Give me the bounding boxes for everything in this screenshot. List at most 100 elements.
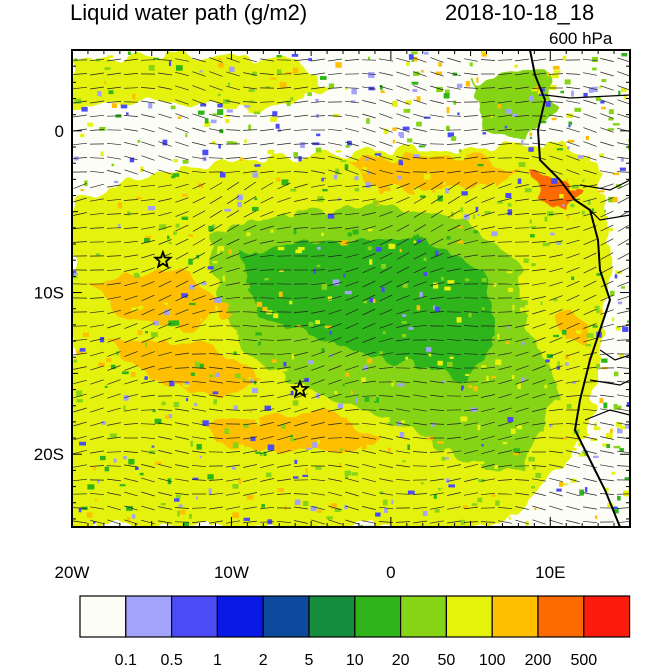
lwp-speck (153, 57, 159, 60)
lwp-speck (181, 369, 189, 374)
lwp-speck (310, 506, 317, 512)
wind-vector (89, 170, 105, 174)
wind-vector (175, 252, 189, 260)
colorbar-label: 2 (259, 652, 268, 667)
lwp-speck (202, 149, 209, 156)
wind-vector (276, 493, 292, 495)
wind-vector (73, 100, 87, 104)
lwp-speck (345, 87, 348, 90)
wind-vector (600, 183, 614, 189)
lwp-speck (601, 106, 606, 110)
lwp-speck (446, 107, 450, 113)
lwp-speck (351, 88, 357, 95)
lwp-speck (568, 121, 573, 125)
wind-vector (617, 224, 630, 232)
lwp-speck (418, 145, 426, 148)
wind-vector (259, 114, 275, 118)
wind-vector (244, 181, 256, 191)
lwp-speck (623, 490, 630, 497)
lwp-speck (477, 213, 480, 216)
wind-vector (141, 169, 155, 175)
lwp-speck (116, 351, 119, 356)
lwp-speck (300, 142, 305, 148)
lwp-speck (571, 90, 574, 97)
wind-vector (259, 101, 275, 103)
wind-vector (260, 394, 274, 398)
wind-vector (242, 283, 258, 285)
wind-vector (90, 324, 104, 328)
wind-vector (600, 252, 614, 260)
wind-vector (396, 394, 410, 398)
lwp-speck (475, 206, 479, 212)
lwp-speck (508, 516, 511, 520)
lwp-speck (351, 472, 358, 476)
wind-vector (209, 281, 223, 287)
colorbar-swatch (308, 595, 356, 638)
lwp-speck (116, 339, 119, 346)
lwp-speck (616, 405, 622, 409)
wind-vector (396, 71, 410, 77)
lwp-speck (547, 287, 553, 291)
wind-vector (226, 464, 240, 468)
wind-vector (73, 421, 87, 427)
lwp-speck (289, 300, 293, 305)
wind-vector (293, 493, 309, 495)
lwp-speck (463, 214, 470, 220)
wind-vector (276, 156, 292, 160)
lwp-speck (383, 128, 389, 134)
lwp-speck (392, 139, 396, 144)
lwp-speck (617, 428, 623, 434)
wind-vector (362, 436, 376, 440)
lwp-speck (106, 495, 110, 502)
lwp-speck (317, 439, 320, 444)
lwp-speck (356, 423, 361, 426)
lwp-speck (128, 458, 135, 465)
wind-vector (497, 241, 513, 243)
lwp-speck (160, 503, 166, 506)
lwp-speck (190, 440, 193, 447)
wind-vector (430, 267, 444, 273)
lwp-speck (248, 377, 252, 380)
lwp-speck (507, 287, 514, 293)
wind-vector (446, 325, 462, 327)
lwp-speck (224, 273, 230, 278)
lwp-speck (566, 403, 572, 409)
wind-vector (141, 365, 155, 371)
lwp-speck (402, 126, 410, 131)
wind-vector (293, 311, 309, 313)
wind-vector (583, 478, 597, 482)
wind-vector (328, 379, 342, 385)
lwp-speck (96, 522, 103, 527)
lwp-speck (113, 458, 117, 463)
wind-vector (498, 464, 512, 468)
wind-vector (277, 226, 291, 230)
wind-vector (345, 169, 359, 175)
lwp-speck (593, 455, 599, 458)
lwp-speck (139, 472, 144, 476)
wind-vector (413, 210, 427, 218)
wind-vector (617, 85, 630, 91)
wind-vector (497, 72, 513, 76)
lwp-speck (332, 279, 340, 286)
wind-vector (362, 520, 376, 524)
wind-vector (515, 506, 529, 510)
wind-vector (362, 100, 376, 104)
lwp-speck (248, 88, 255, 93)
wind-vector (175, 155, 189, 161)
wind-vector (396, 338, 410, 342)
wind-vector (362, 169, 376, 175)
wind-vector (430, 181, 444, 191)
lwp-speck (369, 297, 374, 303)
lwp-speck (617, 495, 621, 501)
wind-vector (515, 198, 529, 202)
lwp-speck (203, 433, 207, 438)
wind-vector (362, 127, 376, 133)
wind-vector (311, 337, 325, 343)
lwp-speck (448, 345, 453, 351)
lwp-speck (293, 228, 297, 235)
lwp-speck (169, 380, 175, 387)
wind-vector (344, 87, 360, 89)
wind-vector (175, 224, 189, 232)
wind-vector (209, 520, 223, 524)
lwp-speck (582, 179, 585, 182)
